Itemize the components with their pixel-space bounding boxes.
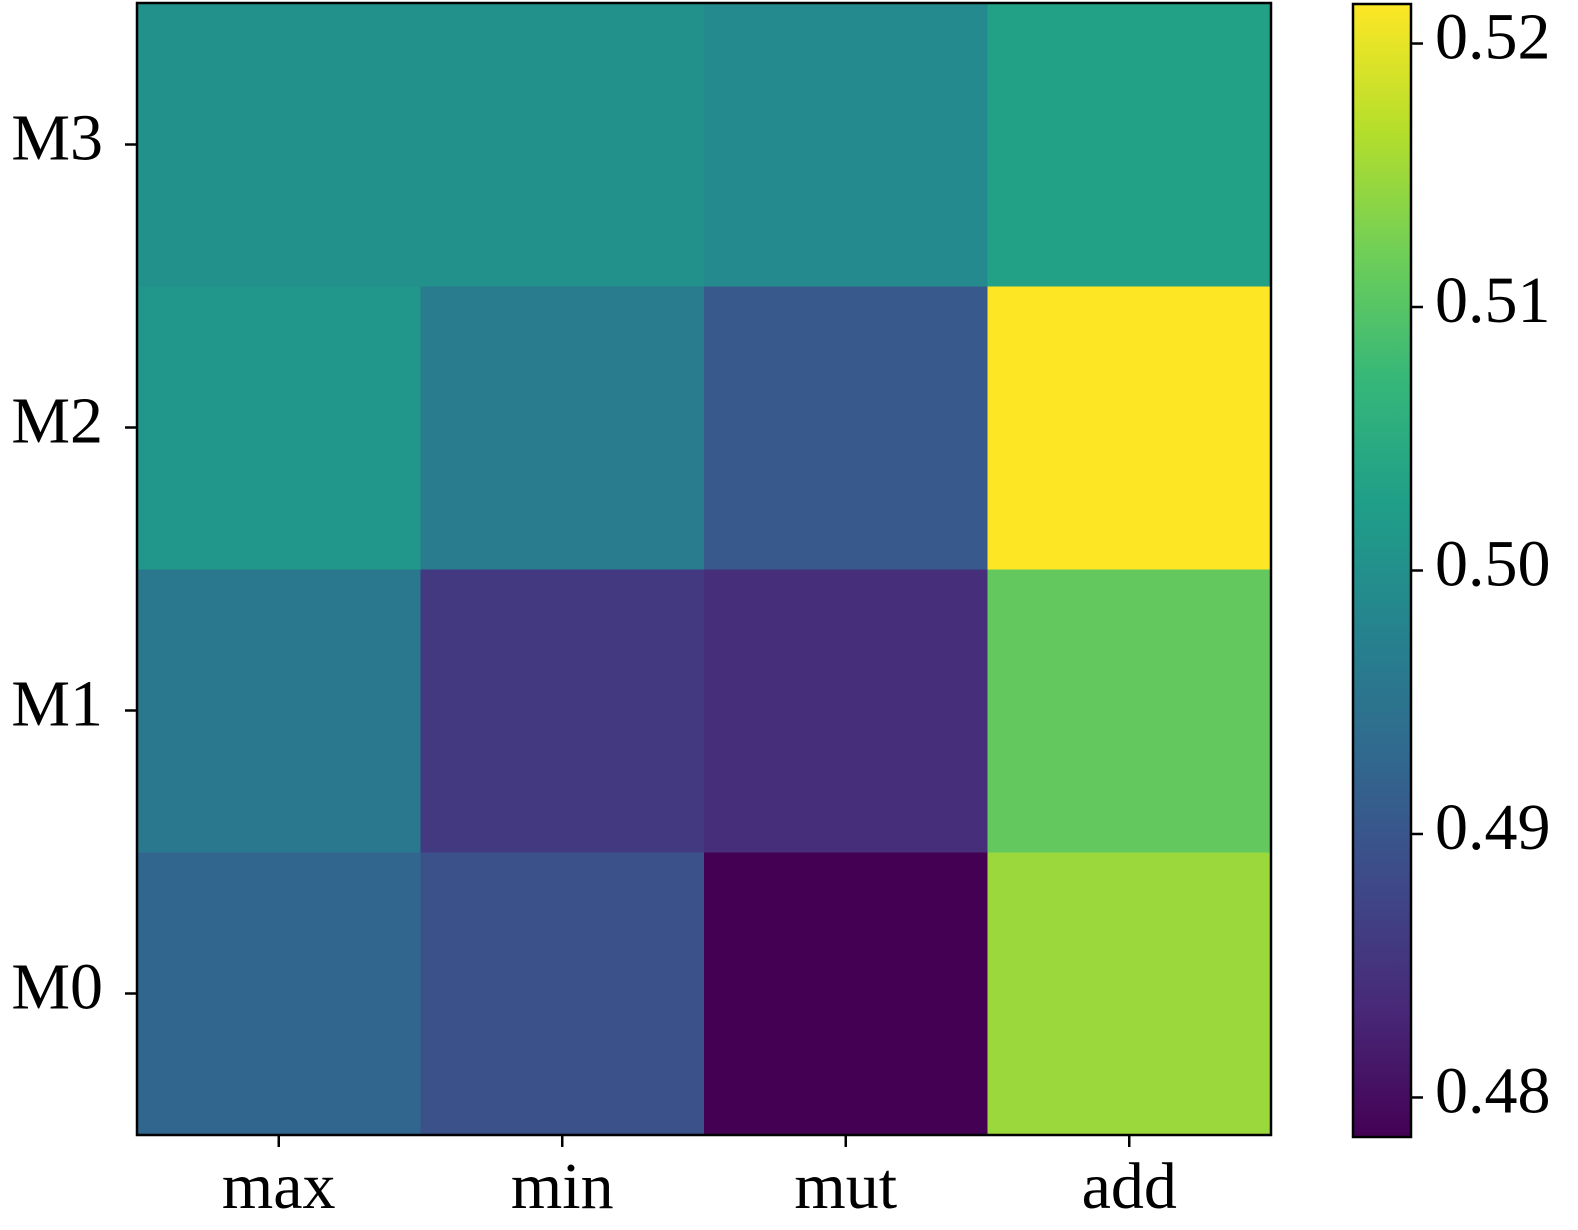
- colorbar-tick-label: 0.52: [1435, 1, 1551, 74]
- heatmap-cell: [704, 286, 988, 570]
- heatmap-cell: [987, 852, 1272, 1136]
- colorbar-tick-label: 0.50: [1435, 528, 1551, 601]
- x-tick-label: max: [222, 1150, 336, 1223]
- heatmap-cell: [420, 3, 705, 287]
- colorbar: [1351, 2, 1413, 1139]
- heatmap-cell: [987, 286, 1272, 570]
- heatmap-cell: [704, 569, 988, 853]
- heatmap-cell: [987, 569, 1272, 853]
- colorbar-tick-label: 0.51: [1435, 264, 1551, 337]
- heatmap-cell: [704, 852, 988, 1136]
- heatmap-cell: [137, 3, 421, 287]
- y-tick-label: M2: [11, 385, 103, 458]
- heatmap-cell: [987, 3, 1272, 287]
- heatmap-cell: [137, 286, 421, 570]
- y-tick-label: M1: [11, 668, 103, 741]
- heatmap-cell: [420, 286, 705, 570]
- y-tick-label: M3: [11, 102, 103, 175]
- colorbar-tick-label: 0.48: [1435, 1055, 1551, 1128]
- plot-frame: [135, 1, 1273, 1137]
- x-tick-label: min: [511, 1150, 614, 1223]
- colorbar-tick-label: 0.49: [1435, 791, 1551, 864]
- x-tick-label: add: [1082, 1150, 1177, 1223]
- heatmap-cell: [420, 569, 705, 853]
- heatmap-cell: [137, 569, 421, 853]
- heatmap-cell: [420, 852, 705, 1136]
- y-tick-label: M0: [11, 951, 103, 1024]
- x-tick-label: mut: [794, 1150, 897, 1223]
- heatmap-cell: [704, 3, 988, 287]
- heatmap-cell: [137, 852, 421, 1136]
